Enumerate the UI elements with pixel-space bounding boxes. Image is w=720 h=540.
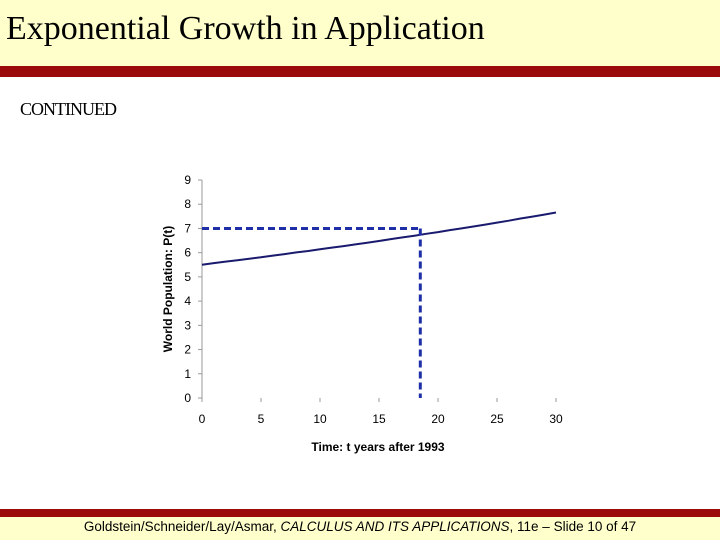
- population-chart: 0 1 2 3 4 5 6 7 8 9 0 5 10 15 20 25 30 Time: t years afte…: [161, 173, 563, 454]
- x-tick-label-25: 25: [490, 412, 504, 426]
- footer-citation: Goldstein/Schneider/Lay/Asmar, CALCULUS …: [0, 519, 720, 535]
- y-tick-label-7: 7: [184, 221, 191, 235]
- title-accent-rule: [0, 66, 720, 77]
- y-tick-label-6: 6: [184, 246, 191, 260]
- footer-edition-slide: , 11e – Slide 10 of 47: [509, 519, 637, 534]
- x-tick-label-30: 30: [549, 412, 563, 426]
- x-tick-label-0: 0: [199, 412, 206, 426]
- x-tick-label-10: 10: [313, 412, 327, 426]
- slide-title: Exponential Growth in Application: [6, 10, 485, 47]
- y-tick-label-2: 2: [184, 343, 191, 357]
- y-tick-label-9: 9: [184, 173, 191, 187]
- y-tick-label-4: 4: [184, 294, 191, 308]
- y-tick-label-8: 8: [184, 197, 191, 211]
- y-tick-label-0: 0: [184, 391, 191, 405]
- slide-subtitle: CONTINUED: [20, 99, 117, 119]
- series-line-0: [201, 211, 557, 266]
- x-tick-label-20: 20: [431, 412, 445, 426]
- y-tick-label-5: 5: [184, 270, 191, 284]
- footer-accent-rule: [0, 509, 720, 517]
- y-tick-label-3: 3: [184, 318, 191, 332]
- x-tick-label-5: 5: [258, 412, 265, 426]
- footer-authors: Goldstein/Schneider/Lay/Asmar,: [83, 519, 281, 534]
- title-band: [0, 0, 720, 66]
- x-axis-label: Time: t years after 1993: [311, 440, 445, 454]
- y-tick-label-1: 1: [184, 367, 191, 381]
- footer-book-title: CALCULUS AND ITS APPLICATIONS: [280, 519, 510, 534]
- y-axis-label: World Population: P(t): [161, 226, 175, 352]
- x-tick-label-15: 15: [372, 412, 386, 426]
